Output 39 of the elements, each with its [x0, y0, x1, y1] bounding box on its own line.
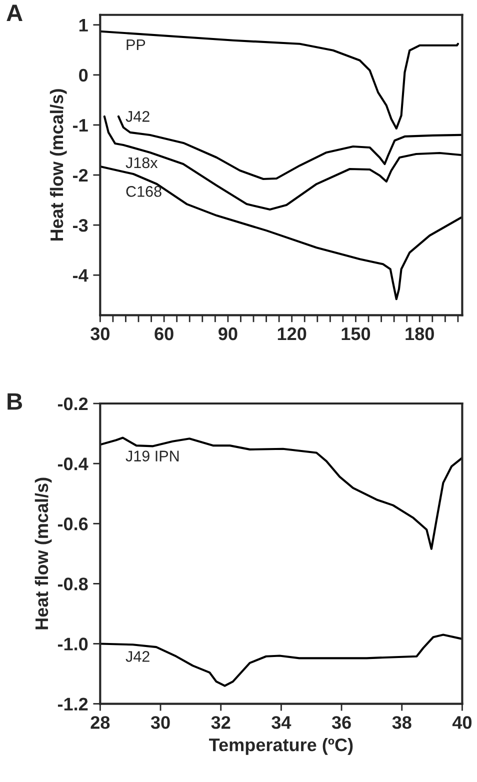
x-tick-label: 40	[452, 716, 472, 729]
x-axis-title: Temperature (ºC)	[209, 738, 353, 755]
y-tick-label: 0	[79, 68, 88, 82]
y-tick-label: -0.8	[58, 578, 88, 590]
series-label: C168	[126, 186, 162, 197]
y-axis-title: Heat flow (mcal/s)	[34, 478, 52, 630]
y-tick-label: -3	[73, 218, 88, 232]
y-tick-label: -1.2	[58, 698, 88, 710]
line-series	[100, 436, 462, 550]
y-axis-title: Heat flow (mcal/s)	[50, 89, 67, 241]
line-series	[100, 634, 462, 687]
series-label: PP	[126, 40, 146, 50]
x-tick-label: 90	[218, 327, 238, 340]
x-tick-label: 120	[278, 327, 306, 340]
y-tick-label: -1	[73, 119, 88, 132]
text: A	[6, 4, 22, 21]
text: B	[8, 393, 22, 410]
x-tick-label: 34	[272, 716, 292, 729]
x-tick-label: 150	[342, 327, 370, 340]
y-tick-label: 1	[79, 18, 88, 32]
x-tick-label: 180	[406, 327, 434, 340]
x-tick-label: 36	[332, 716, 351, 729]
x-tick-label: 28	[90, 716, 110, 729]
y-tick-label: -0.6	[58, 518, 88, 530]
x-tick-label: 32	[211, 716, 230, 729]
y-tick-label: -2	[73, 168, 88, 182]
series-label: J42	[126, 651, 150, 662]
x-tick-label: 30	[150, 716, 170, 729]
y-tick-label: -1.0	[58, 638, 88, 650]
x-tick-label: 38	[392, 716, 412, 729]
y-tick-label: -0.2	[58, 397, 88, 410]
series-label: J18x	[126, 157, 158, 168]
x-tick-label: 60	[154, 327, 174, 340]
series-label: J19 IPN	[126, 450, 179, 462]
x-tick-label: 30	[90, 327, 110, 340]
y-tick-label: -4	[73, 269, 88, 282]
line-series	[100, 30, 459, 130]
series-label: J42	[126, 111, 150, 122]
y-tick-label: -0.4	[58, 458, 88, 470]
